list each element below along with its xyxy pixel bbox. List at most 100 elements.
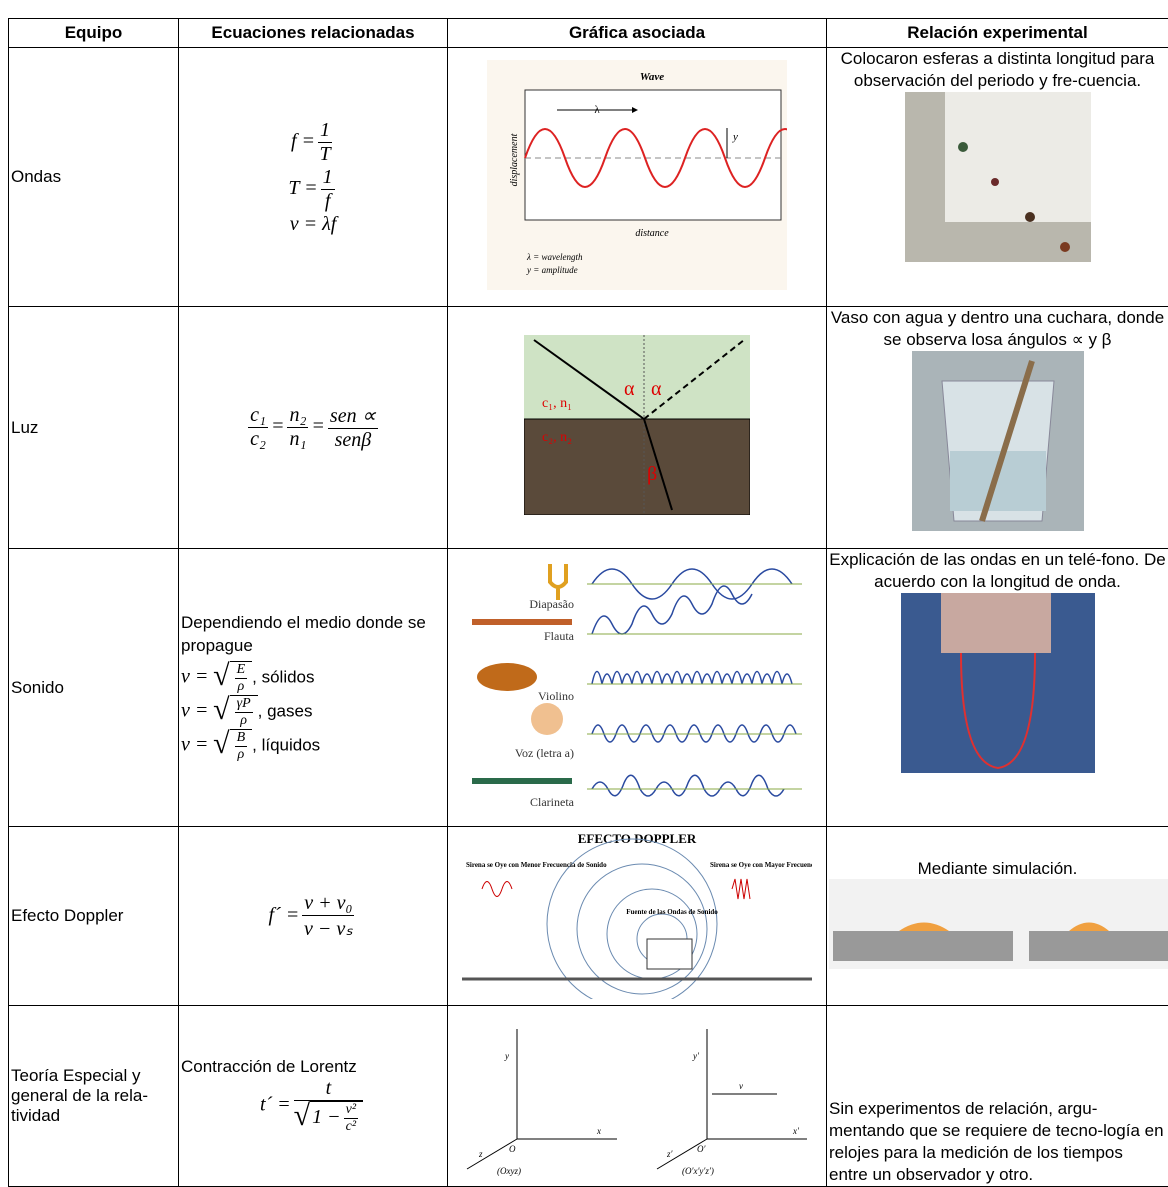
- caption: Explicación de las ondas en un telé-fono…: [829, 549, 1166, 593]
- label: (O′x′y′z′): [682, 1166, 714, 1176]
- photo: [905, 92, 1091, 262]
- photo: [901, 593, 1095, 773]
- denominator: ρ: [235, 713, 253, 729]
- numerator: sen ∝: [328, 403, 378, 429]
- ball: [1025, 212, 1035, 222]
- graph-cell: y O x z (Oxyz) y′ v O′ x′ z′ (O′x′y′z′): [448, 1006, 827, 1187]
- sheet: [945, 92, 1091, 222]
- label: x: [596, 1126, 601, 1136]
- header-cell: Relación experimental: [827, 19, 1168, 48]
- title: EFECTO DOPPLER: [578, 831, 697, 846]
- denominator: T: [318, 143, 332, 166]
- numerator: v + v₀: [302, 892, 354, 916]
- eq-lhs: v =: [181, 733, 208, 755]
- equipo: Sonido: [9, 549, 179, 827]
- numerator: v²: [344, 1102, 358, 1119]
- denominator: ρ: [235, 747, 248, 763]
- ball: [958, 142, 968, 152]
- eq-lhs: v =: [181, 665, 208, 687]
- tube: [833, 931, 1013, 961]
- label: v: [739, 1081, 743, 1091]
- caption: Colocaron esferas a distinta longitud pa…: [829, 48, 1166, 92]
- label: z: [478, 1149, 483, 1159]
- label: y: [504, 1051, 509, 1061]
- wave-diagram: Wave displacement λ y distance λ = wavel…: [487, 60, 787, 290]
- tube: [1029, 931, 1168, 961]
- x-label: distance: [635, 228, 669, 239]
- eq-lhs: v =: [181, 699, 208, 721]
- caption: Vaso con agua y dentro una cuchara, dond…: [829, 307, 1166, 351]
- medium: , gases: [258, 701, 313, 720]
- label: Violino: [538, 689, 574, 703]
- medium: , sólidos: [252, 667, 314, 686]
- equation: v = λf: [181, 213, 445, 236]
- intro: Dependiendo el medio donde se propague: [181, 612, 445, 656]
- numerator: 1: [321, 166, 335, 190]
- wave: [732, 879, 750, 899]
- waves: [592, 569, 796, 796]
- photo: [912, 351, 1084, 531]
- graph-cell: EFECTO DOPPLER Sirena se Oye con Menor F…: [448, 827, 827, 1006]
- equipo: Efecto Doppler: [9, 827, 179, 1006]
- ambulance: [647, 939, 692, 969]
- label: Flauta: [544, 629, 575, 643]
- label: Sirena se Oye con Menor Frecuencia de So…: [466, 861, 607, 869]
- graph-cell: α α c₁, n₁ c₂, n₂ β: [448, 307, 827, 549]
- label: O′: [697, 1144, 706, 1154]
- operator: =: [271, 415, 285, 437]
- simulation-screenshot: [829, 879, 1168, 969]
- numerator: E: [235, 662, 248, 679]
- header-cell: Ecuaciones relacionadas: [179, 19, 448, 48]
- numerator: B: [235, 730, 248, 747]
- y-label: displacement: [509, 133, 520, 186]
- legend: y = amplitude: [526, 265, 578, 275]
- flute: [472, 619, 572, 625]
- wave: [482, 881, 512, 896]
- hands: [941, 593, 1051, 653]
- equations: Dependiendo el medio donde se propague v…: [179, 549, 448, 827]
- label: O: [509, 1144, 516, 1154]
- numerator: n₂: [287, 404, 308, 428]
- numerator: c₁: [248, 404, 268, 428]
- equipo: Luz: [9, 307, 179, 549]
- title: Wave: [640, 71, 664, 83]
- header-cell: Equipo: [9, 19, 179, 48]
- label: y′: [692, 1051, 700, 1061]
- marker: λ: [594, 104, 600, 116]
- legend: λ = wavelength: [526, 252, 583, 262]
- header-cell: Gráfica asociada: [448, 19, 827, 48]
- denominator: c₂: [248, 428, 268, 451]
- relation-cell: Explicación de las ondas en un telé-fono…: [827, 549, 1168, 827]
- label: z′: [666, 1149, 674, 1159]
- label: Fuente de las Ondas de Sonido: [626, 908, 718, 916]
- table: Equipo Ecuaciones relacionadas Gráfica a…: [8, 18, 1168, 1187]
- label: Clarineta: [530, 795, 575, 809]
- sound-diagram: Diapasão Flauta Violino Voz (letra a) Cl…: [462, 554, 812, 816]
- clarinet: [472, 778, 572, 784]
- label: α: [624, 378, 635, 400]
- caption: Sin experimentos de relación, argu-menta…: [829, 1098, 1166, 1186]
- violin: [477, 663, 537, 691]
- operator: =: [311, 415, 325, 437]
- denominator: 1 −: [312, 1106, 341, 1128]
- label: c₁, n₁: [542, 396, 572, 411]
- fork: [550, 564, 566, 600]
- doppler-diagram: EFECTO DOPPLER Sirena se Oye con Menor F…: [462, 829, 812, 999]
- denominator: v − vₛ: [302, 916, 354, 941]
- eq-lhs: t´ =: [260, 1094, 291, 1116]
- eq-lhs: T =: [288, 177, 317, 199]
- denominator: senβ: [328, 429, 378, 452]
- label: Sirena se Oye con Mayor Frecuencia de So…: [710, 861, 812, 869]
- eq-lhs: f =: [291, 130, 315, 152]
- label: α: [651, 378, 662, 400]
